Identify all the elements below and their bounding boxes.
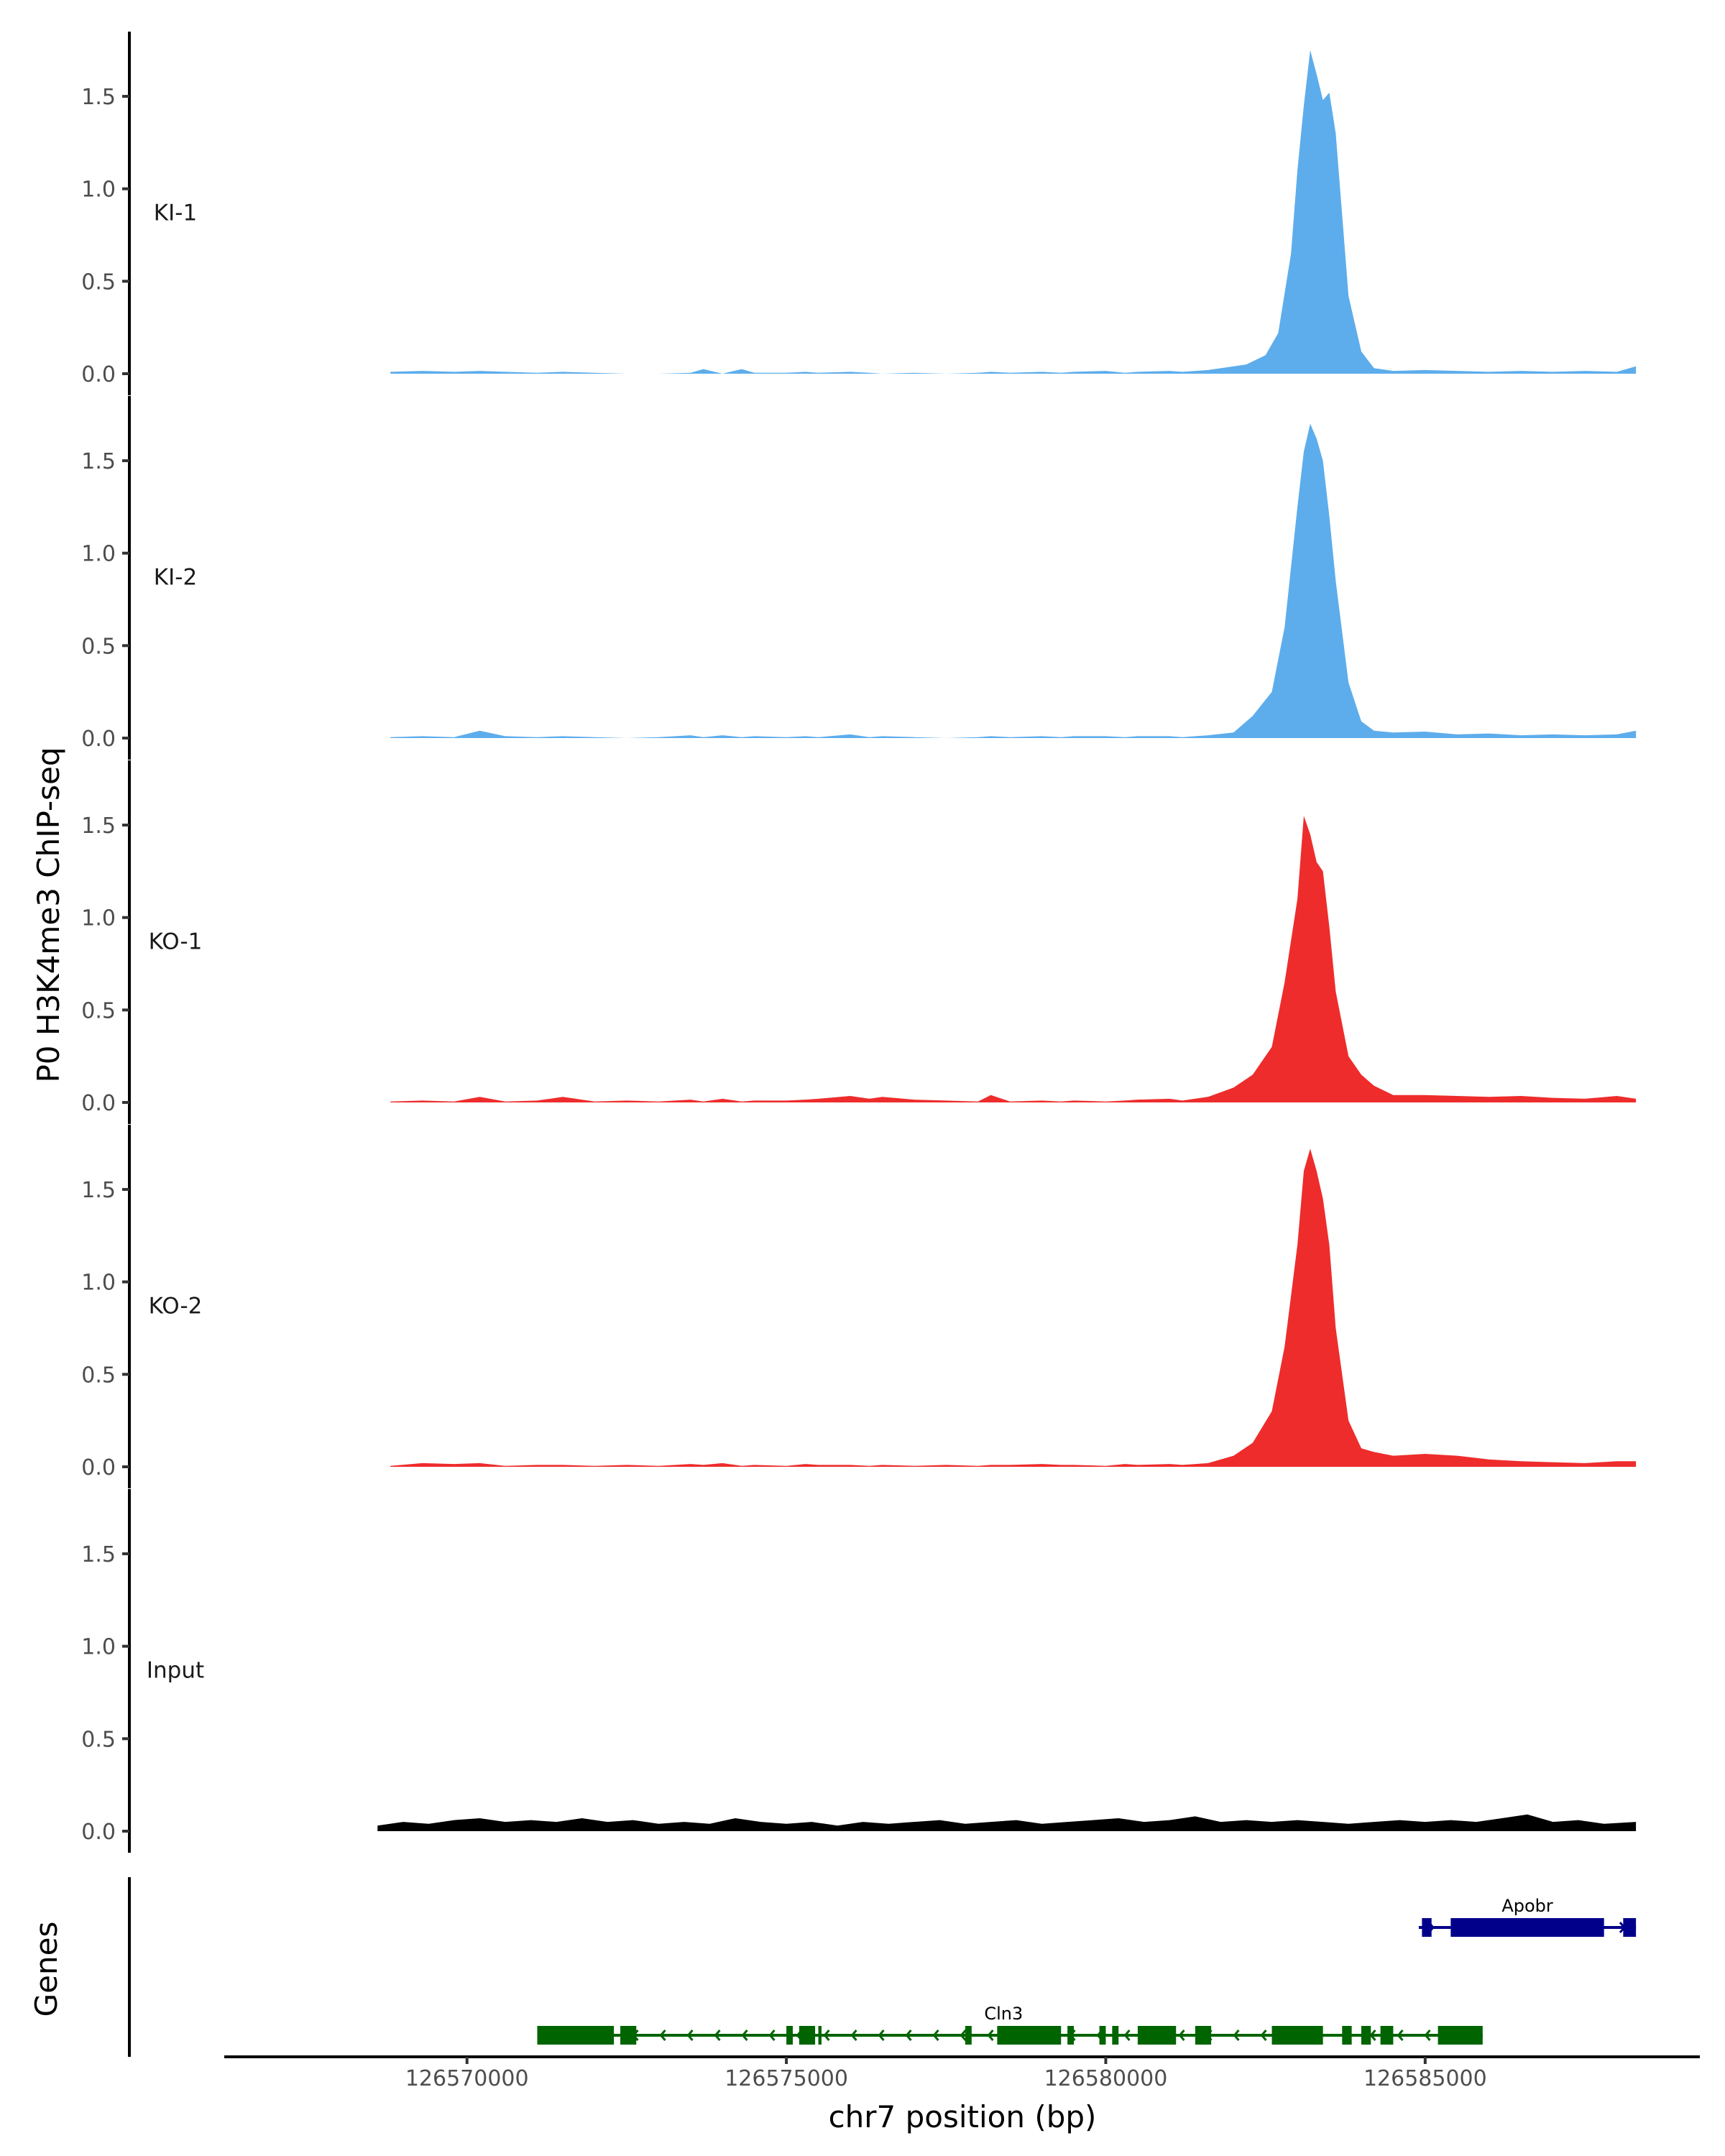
y-tick-label: 1.5 bbox=[81, 814, 116, 839]
x-tick-label: 126580000 bbox=[1044, 2066, 1168, 2091]
gene-exon bbox=[620, 2026, 637, 2045]
track-input: 0.0 0.5 1.0 1.5 Input bbox=[81, 1489, 1637, 1853]
y-tick-label: 1.0 bbox=[81, 178, 116, 203]
gene-exon bbox=[1271, 2026, 1323, 2045]
strand-arrow bbox=[987, 2030, 994, 2041]
strand-arrow bbox=[768, 2030, 776, 2041]
signal-area bbox=[390, 816, 1637, 1102]
y-tick-label: 0.5 bbox=[81, 270, 116, 295]
track-label: KI-1 bbox=[154, 200, 197, 226]
genes-track-title: Genes bbox=[29, 1922, 64, 2017]
y-tick-label: 0.0 bbox=[81, 1820, 116, 1845]
strand-arrow bbox=[823, 2030, 830, 2041]
strand-arrow bbox=[850, 2030, 857, 2041]
y-tick-label: 1.5 bbox=[81, 1542, 116, 1567]
strand-arrow bbox=[878, 2030, 885, 2041]
gene-exon bbox=[1195, 2026, 1212, 2045]
y-tick-label: 1.5 bbox=[81, 1178, 116, 1203]
signal-area bbox=[377, 1814, 1637, 1831]
gene-exon bbox=[818, 2026, 822, 2045]
y-tick-label: 0.0 bbox=[81, 1091, 116, 1116]
track-ko-1: 0.0 0.5 1.0 1.5 KO-1 bbox=[81, 760, 1637, 1124]
strand-arrow bbox=[1369, 2030, 1376, 2041]
x-axis: 126570000 126575000 126580000 126585000 bbox=[224, 2055, 1700, 2091]
y-tick-label: 0.0 bbox=[81, 1455, 116, 1480]
gene-label: Cln3 bbox=[984, 2004, 1023, 2024]
gene-cln3: Cln3 bbox=[537, 2004, 1483, 2045]
strand-arrow bbox=[714, 2030, 721, 2041]
gene-exon bbox=[799, 2026, 816, 2045]
strand-arrow bbox=[686, 2030, 694, 2041]
gene-apobr: Apobr bbox=[1418, 1896, 1637, 1937]
y-tick-label: 0.5 bbox=[81, 634, 116, 659]
y-tick-label: 0.5 bbox=[81, 1363, 116, 1388]
gene-exon bbox=[965, 2026, 972, 2045]
track-label: KI-2 bbox=[154, 564, 197, 590]
x-axis-title: chr7 position (bp) bbox=[829, 2099, 1097, 2134]
y-tick-label: 1.0 bbox=[81, 906, 116, 931]
x-tick-label: 126585000 bbox=[1363, 2066, 1487, 2091]
y-tick-label: 1.0 bbox=[81, 542, 116, 567]
track-label: Input bbox=[147, 1657, 204, 1683]
gene-exon bbox=[997, 2026, 1062, 2045]
track-ki-1: 0.0 0.5 1.0 1.5 KI-1 bbox=[81, 32, 1637, 395]
strand-arrow bbox=[932, 2030, 939, 2041]
track-label: KO-2 bbox=[149, 1293, 203, 1319]
track-ko-2: 0.0 0.5 1.0 1.5 KO-2 bbox=[81, 1125, 1637, 1488]
strand-arrow bbox=[1123, 2030, 1131, 2041]
strand-arrow bbox=[1424, 2030, 1431, 2041]
gene-exon bbox=[1380, 2026, 1394, 2045]
signal-area bbox=[390, 423, 1637, 738]
gene-exon bbox=[786, 2026, 793, 2045]
gene-exon bbox=[1361, 2026, 1371, 2045]
y-tick-label: 1.5 bbox=[81, 85, 116, 110]
strand-arrow bbox=[905, 2030, 912, 2041]
y-tick-label: 0.5 bbox=[81, 998, 116, 1023]
y-tick-label: 1.0 bbox=[81, 1635, 116, 1660]
gene-exon bbox=[1623, 1918, 1637, 1937]
y-tick-label: 0.0 bbox=[81, 727, 116, 752]
strand-arrow bbox=[1233, 2030, 1240, 2041]
y-axis-title: P0 H3K4me3 ChIP-seq bbox=[31, 747, 66, 1082]
strand-arrow bbox=[741, 2030, 748, 2041]
track-label: KO-1 bbox=[149, 929, 203, 954]
x-tick-label: 126575000 bbox=[724, 2066, 848, 2091]
gene-exon bbox=[537, 2026, 615, 2045]
strand-arrow bbox=[960, 2030, 967, 2041]
track-ki-2: 0.0 0.5 1.0 1.5 KI-2 bbox=[81, 396, 1637, 760]
strand-arrow bbox=[659, 2030, 666, 2041]
gene-label: Apobr bbox=[1501, 1896, 1553, 1916]
gene-track: Apobr Cln3 bbox=[128, 1877, 1637, 2057]
gene-exon bbox=[1067, 2026, 1075, 2045]
x-tick-label: 126570000 bbox=[405, 2066, 529, 2091]
y-tick-label: 0.5 bbox=[81, 1727, 116, 1752]
signal-area bbox=[390, 50, 1637, 374]
gene-exon bbox=[1438, 2026, 1483, 2045]
gene-exon bbox=[1422, 1918, 1432, 1937]
signal-area bbox=[390, 1148, 1637, 1467]
gene-exon bbox=[1450, 1918, 1604, 1937]
strand-arrow bbox=[1397, 2030, 1404, 2041]
signal-tracks: 0.0 0.5 1.0 1.5 KI-1 0.0 0.5 1.0 1.5 KI-2 0.0 0.5 1.… bbox=[81, 32, 1637, 1853]
gene-exon bbox=[1137, 2026, 1177, 2045]
strand-arrow bbox=[1178, 2030, 1185, 2041]
gene-exon bbox=[1342, 2026, 1352, 2045]
y-tick-label: 0.0 bbox=[81, 362, 116, 387]
gene-exon bbox=[1099, 2026, 1106, 2045]
y-tick-label: 1.5 bbox=[81, 449, 116, 474]
y-tick-label: 1.0 bbox=[81, 1271, 116, 1296]
strand-arrow bbox=[1260, 2030, 1267, 2041]
gene-exon bbox=[1112, 2026, 1119, 2045]
